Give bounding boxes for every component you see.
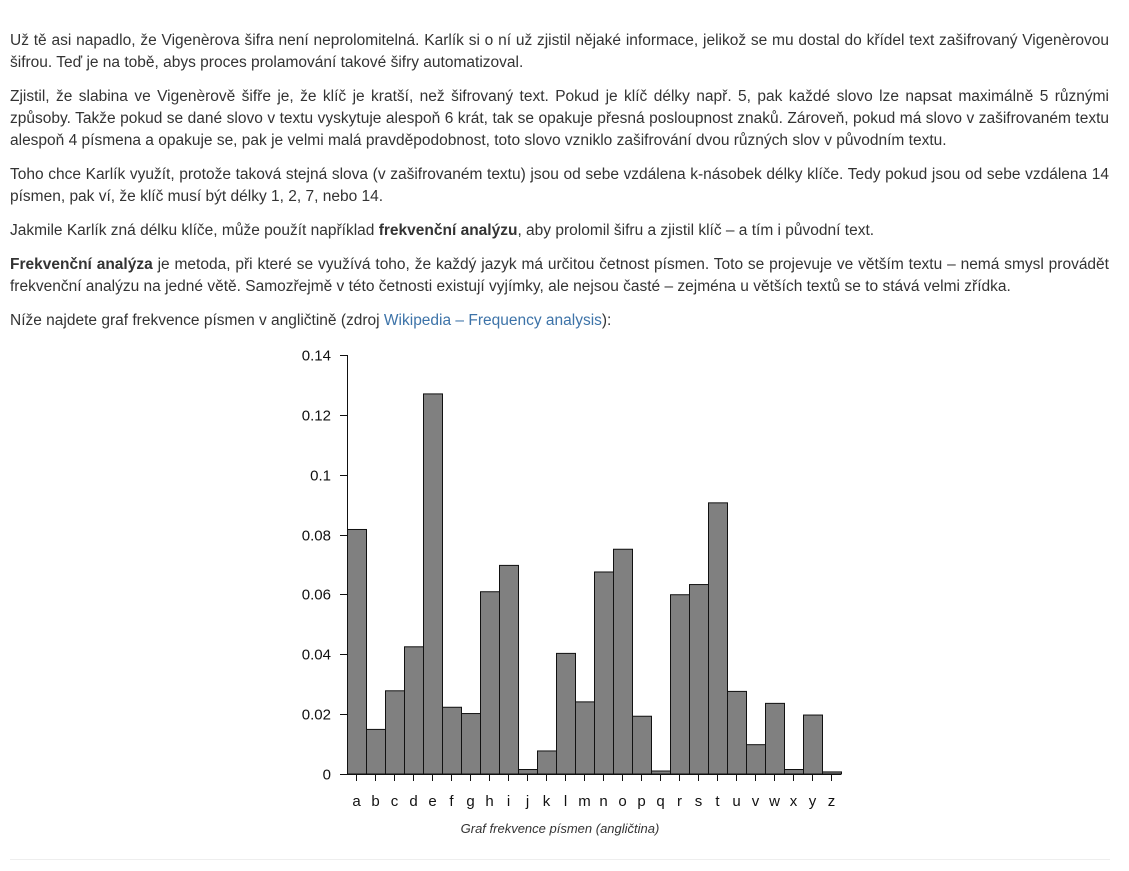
x-tick-label-t: t [715, 793, 720, 810]
bar-l [556, 652, 576, 775]
x-tick-label-h: h [485, 793, 493, 810]
bar-r [670, 594, 690, 775]
bar-v [746, 744, 766, 775]
p6-before: Níže najdete graf frekvence písmen v ang… [10, 312, 384, 329]
p4-after: , aby prolomil šifru a zjistil klíč – a … [517, 222, 875, 239]
bar-q [651, 770, 671, 775]
x-tick-label-c: c [391, 793, 399, 810]
y-tick-label: 0.02 [302, 707, 331, 724]
p6-after: ): [601, 312, 612, 329]
x-tick-label-a: a [352, 793, 361, 810]
x-tick-label-x: x [790, 793, 798, 810]
x-tick-label-m: m [578, 793, 591, 810]
paragraph-distance: Toho chce Karlík využít, protože taková … [10, 166, 1109, 205]
x-tick-label-b: b [371, 793, 379, 810]
wikipedia-link[interactable]: Wikipedia – Frequency analysis [383, 312, 602, 329]
article-content: Už tě asi napadlo, že Vigenèrova šifra n… [10, 30, 1109, 344]
bar-d [404, 646, 424, 775]
x-tick-label-g: g [466, 793, 474, 810]
p5-after: je metoda, při které se využívá toho, že… [10, 256, 1109, 295]
x-tick-label-e: e [428, 793, 436, 810]
frequency-figure: 0 0.02 0.04 0.06 0.08 0.1 0.12 0.14 a b c d e f g h i j k l… [290, 340, 850, 840]
bar-x [784, 769, 804, 775]
x-tick-label-n: n [599, 793, 607, 810]
bar-o [613, 548, 633, 775]
chart-caption: Graf frekvence písmen (angličtina) [460, 821, 660, 836]
y-tick-label: 0.14 [302, 348, 331, 365]
bar-p [632, 715, 652, 775]
bar-y [803, 714, 823, 775]
paragraph-frequency-intro: Jakmile Karlík zná délku klíče, může pou… [10, 220, 1109, 242]
x-tick-label-l: l [564, 793, 567, 810]
bar-j [518, 769, 538, 775]
bottom-divider [10, 859, 1110, 860]
bar-b [366, 728, 386, 775]
x-tick-label-q: q [656, 793, 664, 810]
x-tick-label-f: f [449, 793, 454, 810]
x-tick-label-i: i [507, 793, 510, 810]
y-tick-label: 0.06 [302, 587, 331, 604]
bar-c [385, 690, 405, 775]
x-tick-label-p: p [637, 793, 645, 810]
x-tick-label-d: d [409, 793, 417, 810]
bar-z [822, 771, 842, 775]
paragraph-intro: Už tě asi napadlo, že Vigenèrova šifra n… [10, 32, 1109, 71]
x-tick-label-w: w [768, 793, 780, 810]
bar-u [727, 690, 747, 775]
bar-a [347, 528, 367, 775]
x-tick-label-z: z [828, 793, 836, 810]
y-tick-label: 0.12 [302, 408, 331, 425]
bar-h [480, 591, 500, 775]
bar-f [442, 706, 462, 775]
bar-i [499, 564, 519, 775]
bar-k [537, 750, 557, 775]
bar-m [575, 701, 595, 775]
x-tick-label-j: j [525, 793, 529, 810]
frequency-chart: 0 0.02 0.04 0.06 0.08 0.1 0.12 0.14 a b c d e f g h i j k l… [302, 348, 842, 810]
paragraph-weakness: Zjistil, že slabina ve Vigenèrově šifře … [10, 88, 1109, 149]
bar-t [708, 502, 728, 775]
y-tick-label: 0.1 [310, 468, 331, 485]
paragraph-frequency-definition: Frekvenční analýza je metoda, při které … [10, 254, 1109, 298]
bar-n [594, 571, 614, 775]
x-tick-label-v: v [752, 793, 760, 810]
x-tick-label-k: k [543, 793, 551, 810]
p4-before: Jakmile Karlík zná délku klíče, může pou… [10, 222, 379, 239]
x-tick-label-y: y [809, 793, 817, 810]
y-tick-label: 0 [323, 767, 331, 784]
x-tick-label-s: s [695, 793, 703, 810]
x-tick-label-u: u [732, 793, 740, 810]
p4-bold-term: frekvenční analýzu [378, 222, 518, 239]
bar-e [423, 393, 443, 775]
bar-g [461, 713, 481, 775]
bar-w [765, 702, 785, 775]
y-tick-label: 0.04 [302, 647, 331, 664]
x-tick-label-o: o [618, 793, 626, 810]
p5-bold-term: Frekvenční analýza [10, 256, 153, 273]
paragraph-graph-source: Níže najdete graf frekvence písmen v ang… [10, 310, 1109, 332]
bar-s [689, 584, 709, 775]
x-tick-label-r: r [677, 793, 682, 810]
y-tick-label: 0.08 [302, 528, 331, 545]
